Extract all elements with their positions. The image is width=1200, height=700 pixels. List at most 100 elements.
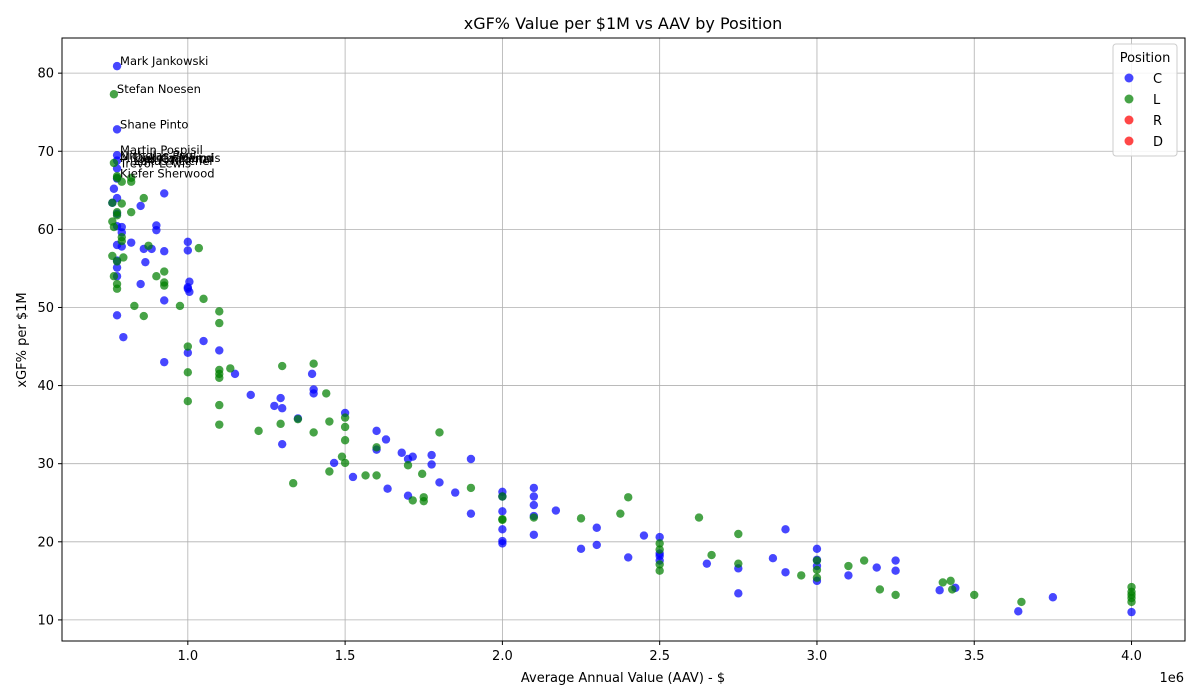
data-point [875,585,885,594]
data-point [340,422,350,432]
data-point [397,448,406,457]
x-tick-label: 2.0 [492,649,513,664]
data-point [254,426,263,436]
data-point [112,61,122,71]
data-point [139,193,148,203]
data-point [592,540,601,550]
data-point [183,397,193,406]
data-point [529,530,539,539]
data-point [844,561,853,571]
data-point [194,243,204,253]
data-point [427,460,436,469]
data-point [361,471,370,480]
point-annotation: Lukas Reichel [134,154,212,168]
data-point [872,563,881,572]
data-point [1127,607,1136,617]
data-point [108,198,117,208]
data-point [276,393,285,403]
data-point [812,556,822,565]
data-point [970,590,979,600]
data-point [655,566,664,575]
data-points [108,61,1136,617]
point-annotation: Trevor Lewis [119,156,191,170]
x-tick-label: 1.5 [335,649,356,664]
point-annotation: Nicholas Paul [120,149,196,163]
data-point [372,471,381,480]
data-point [127,207,136,217]
data-point [136,201,145,211]
data-point [466,454,476,464]
data-point [215,420,224,429]
data-point [277,439,287,449]
data-point [127,177,136,186]
data-point [891,590,900,600]
data-point [372,443,381,452]
data-point [529,492,539,501]
legend-label: C [1153,72,1162,87]
data-point [624,553,633,562]
data-point [226,364,235,373]
data-point [160,189,169,198]
data-point [417,469,427,479]
data-point [117,199,126,208]
data-point [136,279,145,289]
data-point [655,539,664,548]
data-point [707,550,716,560]
x-tick-label: 4.0 [1121,649,1142,664]
data-point [734,529,743,539]
data-point [112,311,122,320]
data-point [419,496,428,506]
data-point [348,472,358,482]
x-axis-label: Average Annual Value (AAV) - $ [521,671,725,686]
data-point [381,435,391,444]
data-point [702,559,712,568]
data-point [498,539,507,548]
data-point [408,452,417,461]
data-point [340,436,350,445]
data-point [427,450,436,460]
legend-marker [1124,115,1134,125]
data-point [185,277,194,286]
data-point [117,177,126,186]
data-point [576,544,586,554]
y-axis-ticks: 10 20 30 40 50 60 70 80 [37,67,62,628]
data-point [859,556,869,565]
data-point [183,342,193,351]
x-axis-ticks: 1.0 1.5 2.0 2.5 3.0 3.5 4.0 [177,641,1142,664]
data-point [160,247,169,256]
x-tick-label: 2.5 [649,649,670,664]
data-point [109,272,119,281]
data-point [435,478,444,487]
data-point [109,222,119,232]
data-point [215,373,224,382]
data-point [185,287,194,297]
data-point [329,458,339,468]
series-L [108,90,1136,607]
data-point [117,236,126,246]
data-point [948,585,957,594]
data-point [183,348,193,357]
point-annotation: Mikael Granlund [120,151,214,165]
data-point [215,346,224,355]
data-point [340,413,350,422]
data-point [734,559,743,568]
y-tick-label: 10 [37,613,54,628]
data-point [160,267,169,276]
data-point [498,507,507,516]
data-point [592,523,601,532]
data-point [199,336,208,346]
data-point [383,484,392,493]
x-tick-label: 3.5 [964,649,985,664]
data-point [812,573,822,582]
y-tick-label: 60 [37,223,54,238]
data-point [276,419,285,429]
data-point [112,125,122,134]
data-point [734,589,743,598]
legend-label: D [1153,135,1163,150]
data-point [946,576,955,586]
data-point [655,545,664,554]
y-tick-label: 80 [37,67,54,82]
data-point [293,414,303,424]
